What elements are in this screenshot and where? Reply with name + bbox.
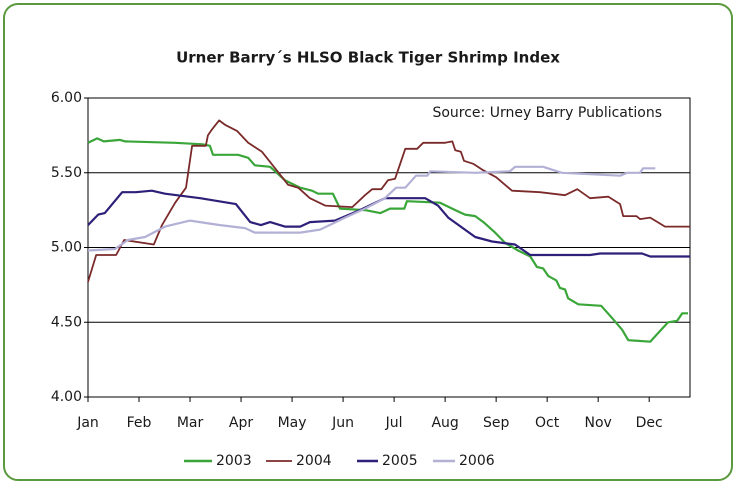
series-line xyxy=(87,137,688,343)
legend-label: 2003 xyxy=(216,453,252,469)
series-line xyxy=(87,165,656,252)
x-tick-label: Feb xyxy=(127,415,152,431)
x-tick-label: Jun xyxy=(331,415,354,431)
legend-label: 2005 xyxy=(382,453,418,469)
lines xyxy=(87,119,690,343)
y-tick-label: 4.50 xyxy=(51,314,82,330)
legend-label: 2006 xyxy=(459,453,495,469)
x-tick-label: Jul xyxy=(385,415,403,431)
source-annotation: Source: Urney Barry Publications xyxy=(432,105,662,121)
chart-frame xyxy=(3,3,733,481)
series-line xyxy=(87,119,690,283)
x-tick-label: Dec xyxy=(636,415,663,431)
x-tick-label: Apr xyxy=(229,415,253,431)
x-tick-label: Nov xyxy=(585,415,612,431)
x-tick-label: Oct xyxy=(535,415,560,431)
legend-label: 2004 xyxy=(296,453,332,469)
x-tick-label: Aug xyxy=(431,415,458,431)
axes: 4.00 4.50 5.00 5.50 6.00 Jan Feb Mar Apr May Jun Ju… xyxy=(51,90,663,431)
y-tick-label: 4.00 xyxy=(51,389,82,405)
x-tick-label: Jan xyxy=(76,415,99,431)
x-tick-label: Mar xyxy=(177,415,204,431)
x-tick-label: May xyxy=(278,415,307,431)
series-line xyxy=(87,189,690,258)
y-tick-label: 5.50 xyxy=(51,165,82,181)
x-tick-label: Sep xyxy=(483,415,510,431)
y-tick-label: 6.00 xyxy=(51,90,82,106)
legend: 2003 2004 2005 2006 xyxy=(184,453,495,469)
y-tick-label: 5.00 xyxy=(51,240,82,256)
chart-title: Urner Barry´s HLSO Black Tiger Shrimp In… xyxy=(176,49,560,67)
